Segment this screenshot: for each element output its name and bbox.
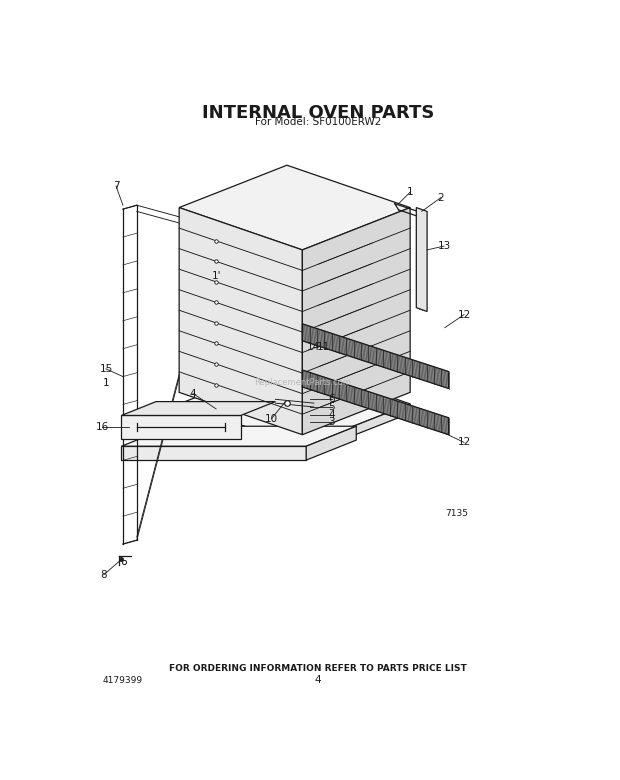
Text: FOR ORDERING INFORMATION REFER TO PARTS PRICE LIST: FOR ORDERING INFORMATION REFER TO PARTS … bbox=[169, 665, 467, 673]
Text: 4: 4 bbox=[314, 675, 321, 686]
Text: 7135: 7135 bbox=[445, 509, 468, 518]
Text: 2: 2 bbox=[438, 193, 445, 203]
Text: 5: 5 bbox=[329, 402, 335, 412]
Text: 14: 14 bbox=[306, 342, 320, 353]
Polygon shape bbox=[122, 416, 241, 438]
Polygon shape bbox=[122, 446, 306, 460]
Text: 8: 8 bbox=[100, 570, 107, 580]
Text: 1': 1' bbox=[211, 271, 221, 281]
Polygon shape bbox=[303, 370, 449, 434]
Text: ReplacementParts.com: ReplacementParts.com bbox=[254, 378, 351, 387]
Text: 16: 16 bbox=[95, 422, 108, 432]
Polygon shape bbox=[319, 222, 373, 428]
Text: INTERNAL OVEN PARTS: INTERNAL OVEN PARTS bbox=[202, 104, 434, 122]
Text: 4179399: 4179399 bbox=[102, 675, 142, 685]
Polygon shape bbox=[122, 426, 356, 446]
Text: For Model: SF0100ERW2: For Model: SF0100ERW2 bbox=[255, 117, 381, 127]
Text: 13: 13 bbox=[437, 241, 451, 251]
Polygon shape bbox=[303, 404, 410, 456]
Text: 10: 10 bbox=[265, 413, 278, 424]
Text: 3: 3 bbox=[329, 417, 335, 427]
Text: 4: 4 bbox=[190, 388, 197, 399]
Text: 12: 12 bbox=[458, 310, 471, 320]
Polygon shape bbox=[122, 402, 275, 416]
Polygon shape bbox=[179, 404, 303, 456]
Polygon shape bbox=[303, 324, 449, 388]
Polygon shape bbox=[179, 362, 410, 446]
Text: 6: 6 bbox=[329, 394, 335, 404]
Polygon shape bbox=[416, 207, 427, 311]
Polygon shape bbox=[306, 426, 356, 460]
Text: 1: 1 bbox=[407, 187, 414, 197]
Polygon shape bbox=[179, 165, 410, 250]
Text: 7: 7 bbox=[113, 181, 119, 191]
Polygon shape bbox=[303, 207, 410, 434]
Text: 11: 11 bbox=[317, 342, 330, 353]
Text: 12: 12 bbox=[458, 438, 471, 448]
Polygon shape bbox=[179, 207, 303, 434]
Text: 4: 4 bbox=[329, 410, 335, 420]
Text: 15: 15 bbox=[99, 364, 113, 374]
Text: 1: 1 bbox=[103, 378, 109, 388]
